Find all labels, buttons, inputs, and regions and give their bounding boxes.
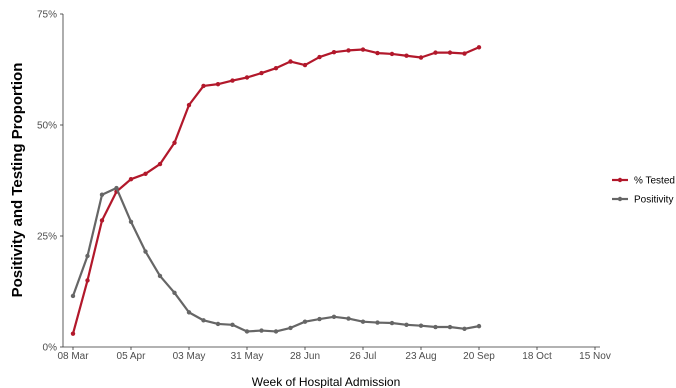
data-point xyxy=(476,323,482,329)
data-point xyxy=(128,176,134,182)
data-point xyxy=(331,314,337,320)
legend: % Tested Positivity xyxy=(612,176,675,206)
y-tick-label: 75% xyxy=(37,10,57,21)
data-point xyxy=(186,102,192,108)
x-tick-label: 15 Nov xyxy=(579,351,611,362)
x-axis-title: Week of Hospital Admission xyxy=(252,375,401,388)
series-layer xyxy=(70,45,482,336)
data-point xyxy=(288,325,293,331)
data-point xyxy=(201,83,206,89)
data-point xyxy=(302,62,308,68)
series-line xyxy=(71,46,480,334)
x-tick-label: 26 Jul xyxy=(350,351,377,362)
data-point xyxy=(375,50,380,56)
data-point xyxy=(389,320,395,326)
x-tick-label: 31 May xyxy=(231,351,264,362)
data-point xyxy=(259,70,264,76)
data-point xyxy=(259,328,264,333)
data-point xyxy=(447,50,453,55)
y-tick-label: 50% xyxy=(37,121,57,132)
data-point xyxy=(346,48,351,53)
data-point xyxy=(331,49,337,55)
data-point xyxy=(360,319,366,324)
data-point xyxy=(433,50,438,55)
data-point xyxy=(70,293,76,299)
data-point xyxy=(215,321,221,327)
data-point xyxy=(418,55,424,60)
data-point xyxy=(99,218,105,223)
x-axis: 08 Mar 05 Apr 03 May 31 May 28 Jun 26 Jul 23 A… xyxy=(57,346,611,362)
data-point xyxy=(99,192,105,197)
legend-marker xyxy=(617,177,623,183)
data-point xyxy=(172,140,177,145)
legend-label: Positivity xyxy=(634,195,673,206)
data-point xyxy=(128,219,134,224)
data-point xyxy=(433,324,438,330)
x-tick-label: 18 Oct xyxy=(522,351,552,362)
data-point xyxy=(447,324,453,330)
data-point xyxy=(273,65,279,71)
data-point xyxy=(172,290,177,296)
data-point xyxy=(201,318,206,323)
x-ticks: 08 Mar 05 Apr 03 May 31 May 28 Jun 26 Jul 23 A… xyxy=(57,347,611,362)
y-tick-label: 25% xyxy=(37,232,57,243)
x-tick-label: 20 Sep xyxy=(463,351,495,362)
x-tick-label: 23 Aug xyxy=(405,351,436,362)
legend-label: % Tested xyxy=(634,176,675,187)
series-line xyxy=(71,186,480,333)
data-point xyxy=(114,185,119,191)
data-point xyxy=(404,322,409,327)
x-tick-label: 05 Apr xyxy=(117,351,147,362)
data-point xyxy=(302,319,308,324)
series-tested xyxy=(70,45,482,336)
data-point xyxy=(143,249,148,254)
data-point xyxy=(418,323,424,328)
data-point xyxy=(346,316,351,321)
data-point xyxy=(288,59,293,64)
data-point xyxy=(157,161,163,167)
y-tick-label: 0% xyxy=(43,343,58,354)
y-ticks: 0% 25% 50% 75% xyxy=(37,10,63,354)
data-point xyxy=(317,54,322,60)
data-point xyxy=(215,81,221,87)
data-point xyxy=(70,331,76,336)
x-tick-label: 03 May xyxy=(173,351,206,362)
data-point xyxy=(375,320,380,325)
y-axis: 0% 25% 50% 75% xyxy=(37,10,64,354)
data-point xyxy=(273,329,279,334)
data-point xyxy=(476,45,482,50)
data-point xyxy=(317,316,322,322)
data-point xyxy=(404,53,409,58)
data-point xyxy=(462,51,467,56)
data-point xyxy=(389,51,395,57)
data-point xyxy=(186,310,192,315)
x-tick-label: 28 Jun xyxy=(290,351,320,362)
data-point xyxy=(360,47,366,52)
series-positivity xyxy=(70,185,482,334)
data-point xyxy=(85,253,90,259)
data-point xyxy=(244,329,250,334)
data-point xyxy=(462,326,467,331)
data-point xyxy=(230,78,235,83)
data-point xyxy=(230,322,235,327)
data-point xyxy=(157,273,163,279)
legend-marker xyxy=(617,196,623,202)
data-point xyxy=(244,75,250,80)
data-point xyxy=(143,171,148,177)
x-tick-label: 08 Mar xyxy=(57,351,89,362)
y-axis-title: Positivity and Testing Proportion xyxy=(9,63,26,298)
data-point xyxy=(85,278,90,283)
